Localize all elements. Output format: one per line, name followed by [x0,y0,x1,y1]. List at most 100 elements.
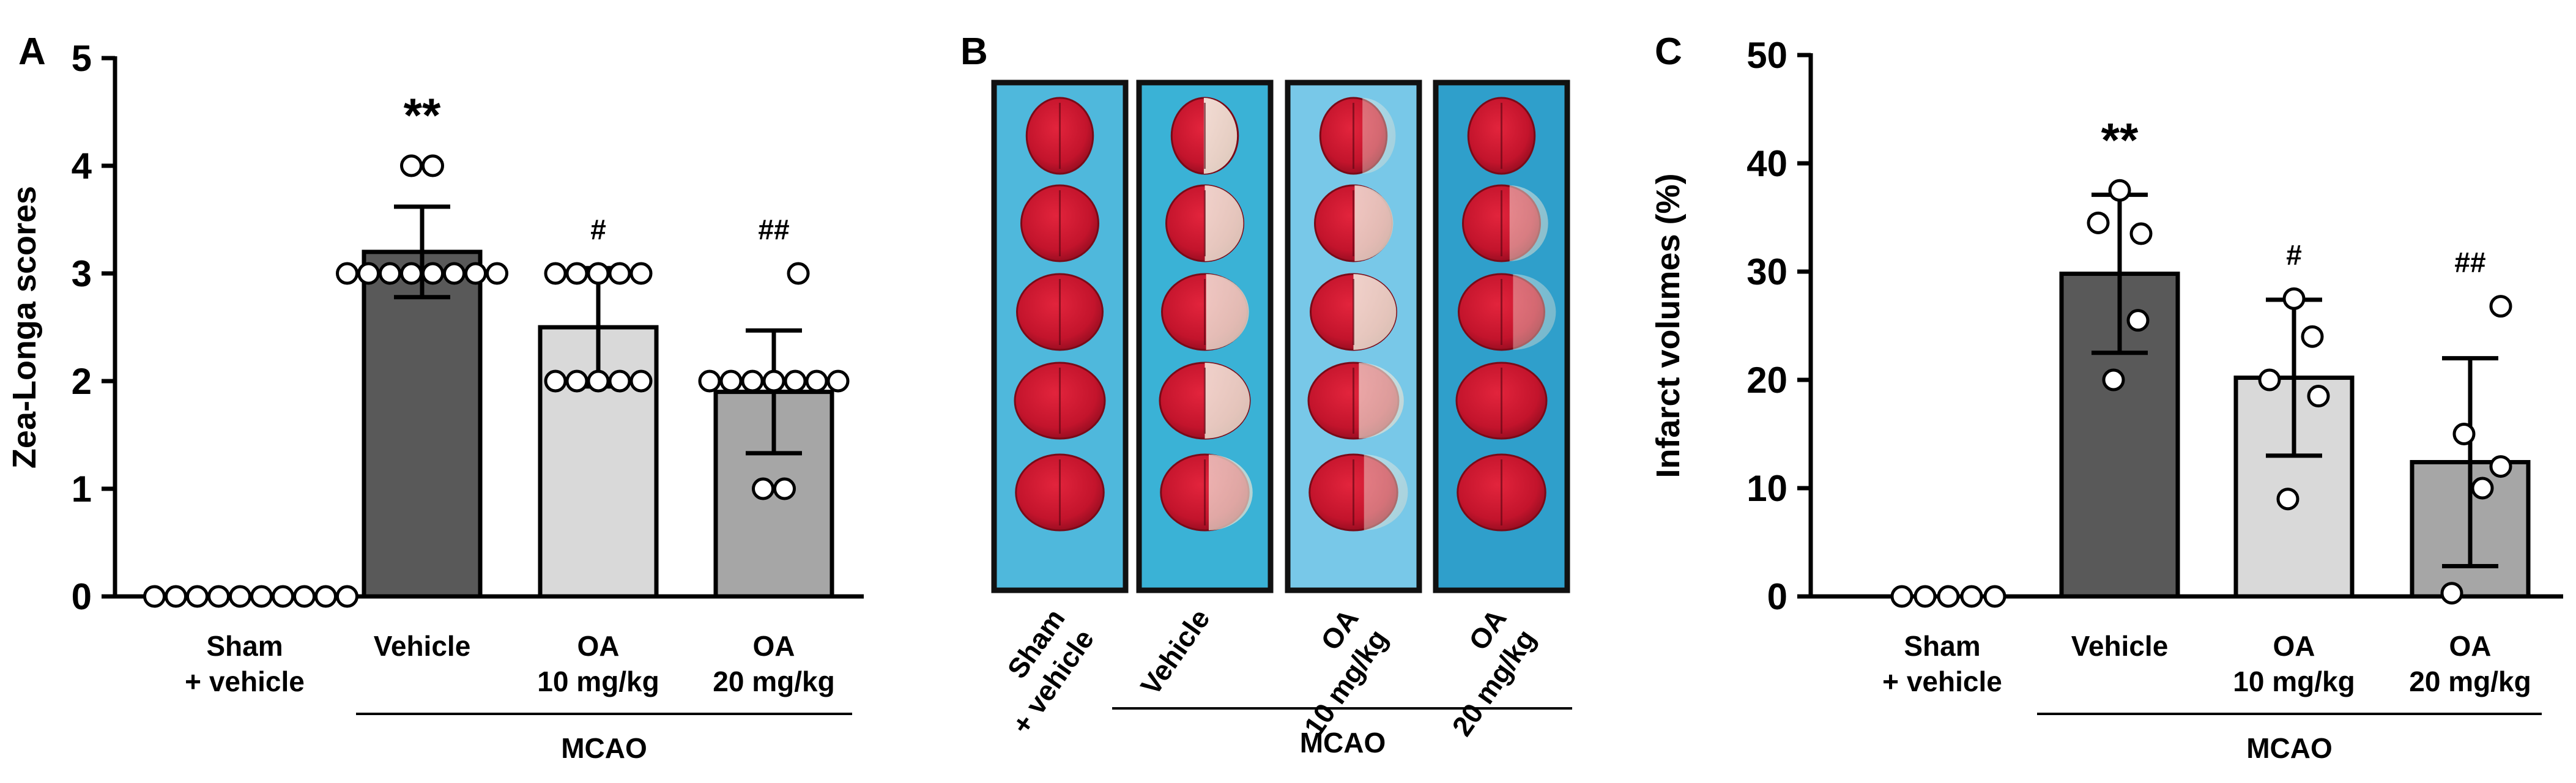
data-point [629,262,653,285]
significance-marker: ** [404,88,441,142]
column-label-text: Vehicle [1134,603,1216,701]
x-category-label: Vehicle [374,630,471,662]
data-point [486,262,508,285]
data-point [421,262,444,285]
group-label: MCAO [561,732,647,764]
data-point [2108,179,2131,202]
x-category-label: Sham [206,630,283,662]
significance-marker: # [2286,239,2302,270]
data-point [719,369,743,393]
infarct-region [1509,185,1548,261]
infarct-region [1364,455,1408,530]
y-axis-label: Zea-Longa scores [6,186,43,469]
panel-a: A Zea-Longa scores 0 1 2 3 4 5 Sham + vehicle ** Ve… [6,31,864,764]
slice-column: Sham+ vehicle [991,80,1129,740]
data-point [826,369,850,393]
group-label: MCAO [2246,732,2333,764]
data-point [2489,455,2512,478]
y-axis-label: Infarct volumes (%) [1650,173,1687,478]
x-category-label: OA [577,630,620,662]
y-tick-label: 3 [72,253,92,294]
infarct-region [1513,274,1556,350]
x-category-label: Sham [1904,630,1980,662]
data-point [314,585,337,608]
infarct-region [1359,363,1404,439]
data-point [2489,295,2512,318]
data-point [587,369,610,393]
data-point [2102,368,2125,392]
data-point [2276,488,2299,511]
y-tick-label: 20 [1746,360,1787,401]
panel-letter: B [960,31,988,73]
y-tick-label: 2 [72,361,92,402]
data-point [787,262,810,285]
data-point [587,262,610,285]
data-point [2471,477,2494,500]
infarct-region [1203,98,1238,174]
x-category-label: OA [2449,630,2492,662]
y-tick-label: 0 [1767,576,1787,617]
data-point [762,369,785,393]
data-point [752,477,774,500]
infarct-region [1354,185,1394,261]
data-point [565,262,588,285]
x-category-label: 20 mg/kg [2409,666,2531,697]
group-label: MCAO [1300,727,1386,759]
data-point [1890,585,1913,608]
x-category-label: OA [753,630,795,662]
x-category-label: OA [2273,630,2315,662]
data-point [1913,585,1937,608]
data-point [2452,423,2476,445]
data-point [608,369,631,393]
significance-marker: ## [2454,247,2485,278]
data-point [293,585,316,608]
panel-letter: C [1655,31,1682,73]
data-point [421,154,444,177]
y-tick-label: 0 [72,576,92,617]
data-point [741,369,764,393]
y-tick-label: 40 [1746,143,1787,184]
data-point [1960,585,1983,608]
data-point [207,585,230,608]
x-category-label: + vehicle [1882,666,2002,697]
significance-marker: ** [2101,113,2139,166]
panel-c: C Infarct volumes (%) 0 10 20 30 40 50 Sham + veh… [1650,31,2563,764]
data-point [186,585,209,608]
x-category-label: 10 mg/kg [2233,666,2355,697]
data-point [2440,582,2463,605]
column-label: Vehicle [1134,603,1216,701]
data-point [357,262,380,285]
data-point [379,262,401,285]
infarct-region [1206,274,1249,350]
data-point [250,585,273,608]
data-point [272,585,294,608]
data-point [2087,211,2110,234]
y-tick-label: 1 [72,469,92,510]
data-point [2307,385,2330,408]
data-point [784,369,807,393]
data-point [544,369,567,393]
data-point [698,369,721,393]
data-point [400,154,423,177]
x-category-label: Vehicle [2071,630,2169,662]
data-point [464,262,487,285]
y-tick-label: 4 [72,146,92,187]
x-category-label: 10 mg/kg [537,666,659,697]
panel-letter: A [18,31,46,73]
infarct-region [1362,98,1396,174]
data-point [1937,585,1960,608]
data-point [544,262,567,285]
infarct-region [1204,185,1244,261]
data-point [805,369,828,393]
data-point [165,585,187,608]
y-tick-label: 10 [1746,468,1787,509]
data-point [2301,325,2324,348]
infarct-region [1353,274,1397,350]
y-tick-label: 30 [1746,251,1787,292]
data-point [1983,585,2006,608]
column-label: Sham+ vehicle [1001,603,1100,740]
data-point [400,262,423,285]
